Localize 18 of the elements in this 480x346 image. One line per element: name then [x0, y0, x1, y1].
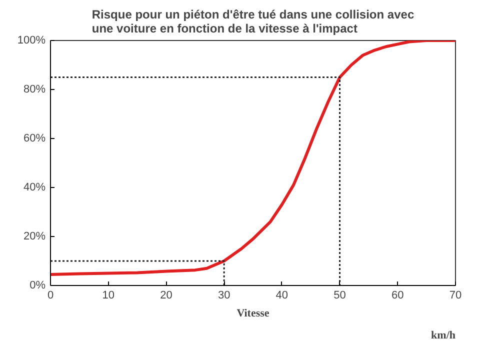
x-axis-title: Vitesse [236, 308, 270, 320]
x-tick-label: 0 [47, 290, 54, 302]
y-tick-label: 40% [23, 182, 46, 194]
x-tick-label: 30 [218, 290, 230, 302]
x-tick-label: 40 [276, 290, 288, 302]
y-tick-label: 80% [23, 84, 46, 96]
x-tick-label: 10 [102, 290, 114, 302]
line-series [50, 40, 456, 276]
chart-title: Risque pour un piéton d'être tué dans une collision avec une voiture en fonction de la vitesse à l'impact [92, 8, 414, 36]
y-tick-label: 0% [30, 280, 46, 292]
x-tick-label: 50 [334, 290, 346, 302]
y-tick-label: 100% [17, 34, 46, 46]
x-tick-label: 70 [449, 290, 462, 302]
y-tick-label: 60% [23, 132, 46, 144]
text: km/h [431, 330, 456, 342]
x-tick-label: 20 [160, 290, 172, 302]
y-tick-label: 20% [23, 230, 46, 242]
x-tick-label: 60 [392, 290, 404, 302]
